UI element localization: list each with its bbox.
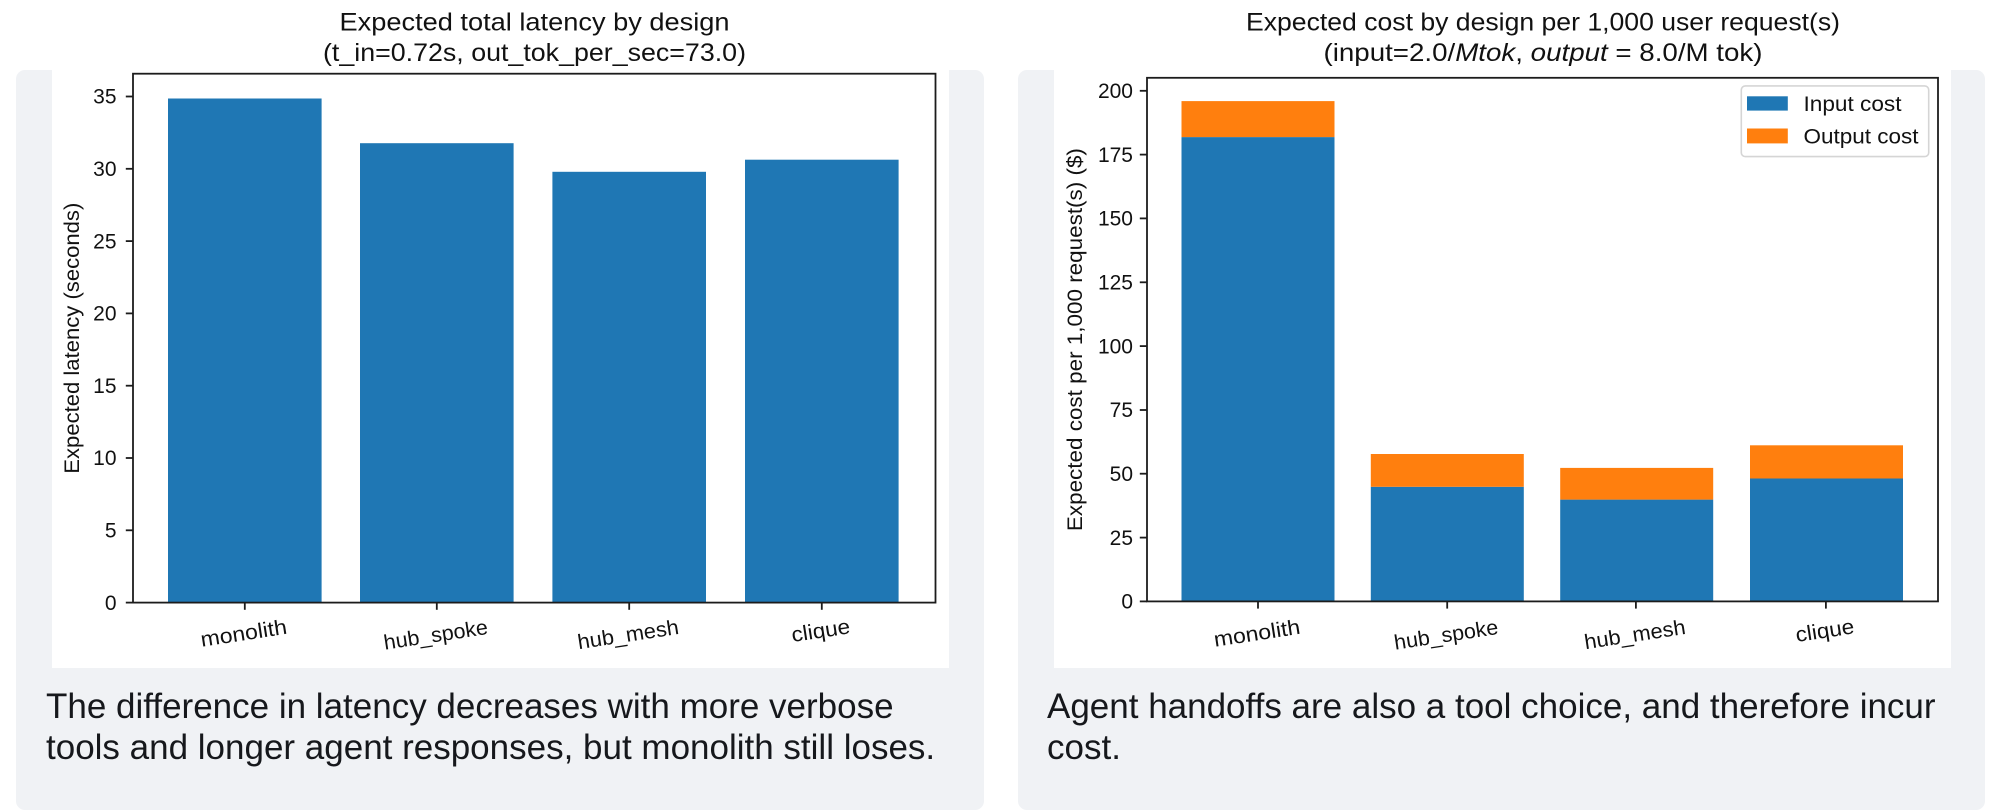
svg-text:125: 125 <box>1098 272 1133 295</box>
svg-text:50: 50 <box>1110 463 1133 486</box>
svg-text:25: 25 <box>1110 527 1133 550</box>
svg-text:0: 0 <box>1121 591 1133 614</box>
svg-text:15: 15 <box>93 375 116 398</box>
svg-text:175: 175 <box>1098 144 1133 167</box>
svg-text:clique: clique <box>1794 615 1856 647</box>
svg-text:Expected cost per 1,000 reques: Expected cost per 1,000 request(s) ($) <box>1064 148 1087 531</box>
svg-text:35: 35 <box>93 86 116 109</box>
svg-text:10: 10 <box>93 447 116 470</box>
svg-text:100: 100 <box>1098 335 1133 358</box>
svg-text:hub_mesh: hub_mesh <box>576 616 680 654</box>
svg-text:20: 20 <box>93 303 116 326</box>
svg-text:hub_mesh: hub_mesh <box>1583 616 1687 654</box>
svg-text:clique: clique <box>790 615 852 647</box>
svg-text:hub_spoke: hub_spoke <box>382 616 489 655</box>
svg-text:150: 150 <box>1098 208 1133 231</box>
svg-text:Expected total latency by desi: Expected total latency by design <box>340 9 730 37</box>
svg-text:Input cost: Input cost <box>1804 93 1902 116</box>
svg-text:0: 0 <box>105 592 117 615</box>
svg-text:hub_spoke: hub_spoke <box>1393 616 1500 655</box>
svg-text:5: 5 <box>105 520 117 543</box>
svg-text:Output cost: Output cost <box>1804 125 1919 148</box>
svg-text:(input=2.0/Mtok, output = 8.0/: (input=2.0/Mtok, output = 8.0/M tok) <box>1324 39 1763 67</box>
svg-text:200: 200 <box>1098 80 1133 103</box>
svg-text:monolith: monolith <box>199 616 288 652</box>
svg-text:30: 30 <box>93 158 116 181</box>
svg-text:(t_in=0.72s, out_tok_per_sec=7: (t_in=0.72s, out_tok_per_sec=73.0) <box>323 39 746 67</box>
svg-text:75: 75 <box>1110 399 1133 422</box>
svg-text:Expected cost by design per 1,: Expected cost by design per 1,000 user r… <box>1246 9 1840 37</box>
svg-text:25: 25 <box>93 230 116 253</box>
svg-text:monolith: monolith <box>1212 616 1301 652</box>
svg-text:Expected latency (seconds): Expected latency (seconds) <box>61 203 84 474</box>
